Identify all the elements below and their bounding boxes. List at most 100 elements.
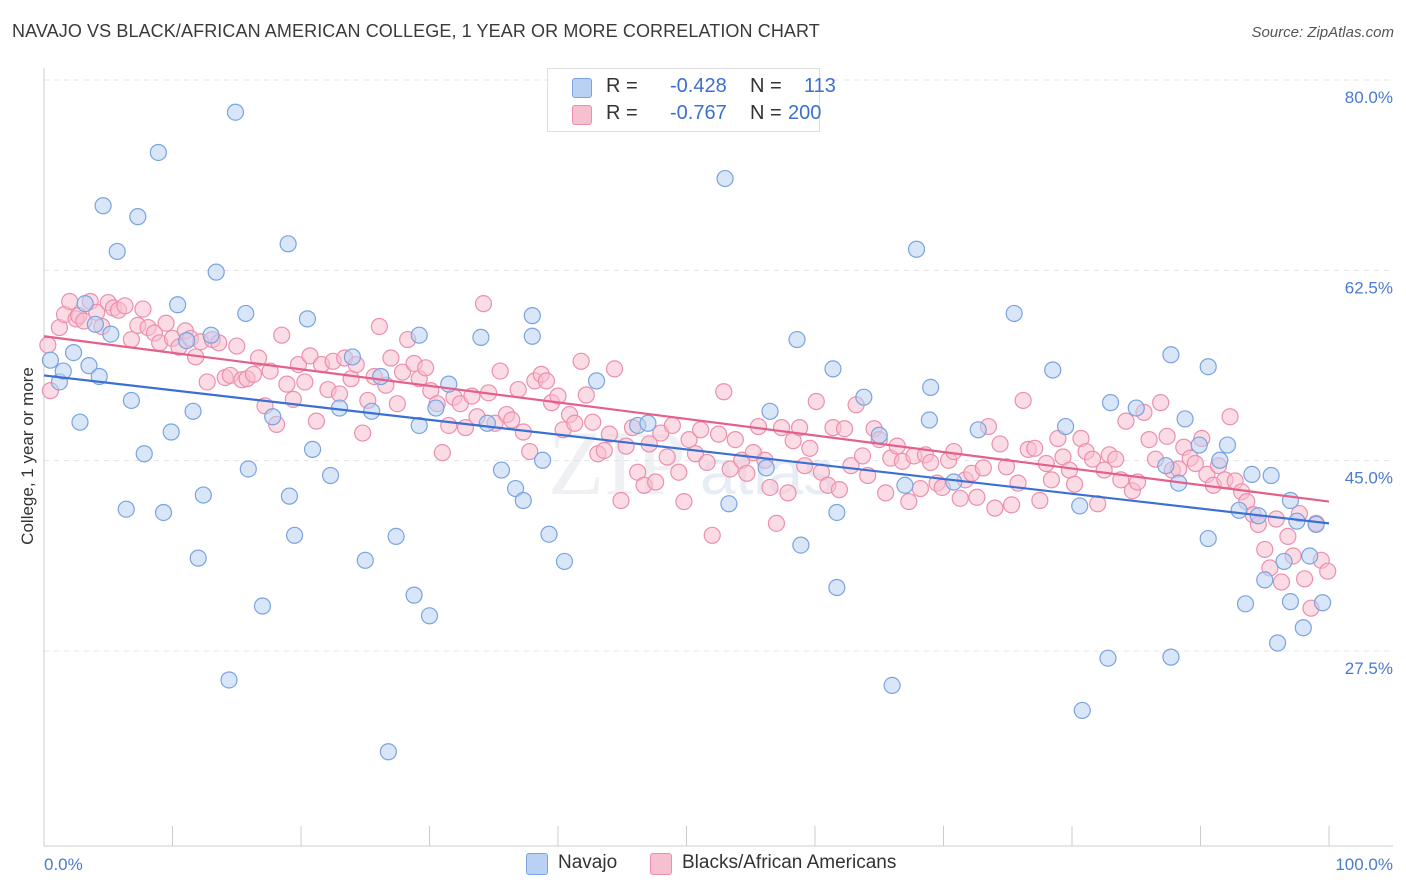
navajo-point — [828, 578, 846, 597]
black-legend-label: Blacks/African Americans — [682, 852, 897, 873]
navajo-point — [169, 296, 187, 314]
navajo-point — [410, 416, 428, 435]
navajo-point — [387, 527, 405, 545]
navajo-point — [71, 413, 89, 431]
y-tick-label: 80.0% — [1345, 88, 1393, 107]
black-point — [1158, 427, 1176, 445]
navajo-point — [920, 411, 938, 429]
navajo-point — [86, 315, 105, 333]
black-point — [1319, 562, 1337, 580]
black-point — [1140, 431, 1158, 449]
y-axis-label: College, 1 year or more — [18, 367, 37, 545]
navajo-point — [472, 328, 490, 346]
navajo-point — [343, 348, 361, 366]
black-point — [658, 448, 676, 466]
navajo-point — [761, 402, 779, 420]
navajo-point — [405, 586, 423, 604]
black-point — [1026, 439, 1044, 457]
navajo-point — [506, 479, 525, 498]
navajo-point — [135, 445, 153, 463]
black-point — [393, 363, 412, 381]
black-point — [1272, 573, 1291, 591]
navajo-point — [720, 495, 738, 513]
navajo-point — [1211, 451, 1229, 469]
series-black-points — [39, 292, 1337, 617]
black-r-value: -0.767 — [670, 102, 727, 124]
navajo-r-value: -0.428 — [670, 75, 727, 97]
navajo-point — [1101, 394, 1120, 412]
axes — [43, 68, 1393, 847]
navajo-point — [220, 671, 238, 689]
black-point — [1256, 540, 1274, 559]
x-tick-label: 100.0% — [1335, 855, 1393, 874]
x-tick-labels: 0.0% 100.0% — [44, 855, 1393, 874]
black-n-label: N = — [750, 102, 782, 124]
black-point — [228, 337, 246, 355]
y-tick-label: 62.5% — [1345, 278, 1393, 297]
y-tick-labels: 80.0% 62.5% 45.0% 27.5% — [1345, 88, 1393, 678]
navajo-point — [1056, 417, 1075, 436]
black-point — [577, 386, 595, 404]
black-point — [675, 492, 693, 511]
navajo-point — [1275, 552, 1293, 571]
navajo-point — [945, 473, 963, 491]
x-tick-label: 0.0% — [44, 855, 83, 874]
trend-lines — [43, 335, 1330, 525]
navajo-point — [372, 367, 390, 386]
black-point — [244, 365, 263, 383]
navajo-point — [239, 460, 257, 478]
navajo-point — [207, 263, 225, 281]
navajo-point — [253, 597, 272, 615]
black-point — [835, 420, 854, 438]
navajo-legend-swatch — [526, 853, 548, 875]
navajo-point — [1243, 465, 1261, 484]
navajo-r-label: R = — [606, 75, 638, 97]
navajo-point — [883, 676, 901, 695]
navajo-point — [420, 607, 439, 625]
navajo-point — [907, 240, 926, 258]
black-point — [790, 419, 809, 437]
black-point — [382, 349, 400, 367]
navajo-point — [1236, 595, 1255, 613]
black-point — [974, 459, 992, 477]
black-point — [830, 481, 849, 499]
black-point — [710, 425, 728, 443]
navajo-point — [80, 357, 98, 375]
legend: R = -0.428 N = 113 R = -0.767 N = 200 — [547, 68, 836, 132]
black-point — [801, 439, 819, 457]
navajo-point — [1157, 457, 1175, 475]
navajo-point — [1199, 358, 1217, 376]
black-point — [388, 395, 406, 413]
black-point — [698, 453, 716, 472]
navajo-point — [129, 208, 147, 226]
navajo-point — [533, 451, 552, 469]
chart-title: NAVAJO VS BLACK/AFRICAN AMERICAN COLLEGE… — [12, 21, 820, 41]
navajo-point — [363, 402, 381, 420]
black-point — [647, 473, 665, 491]
black-point — [726, 431, 744, 449]
black-point — [779, 484, 797, 502]
black-point — [670, 463, 688, 481]
black-point — [738, 464, 756, 482]
navajo-point — [379, 743, 397, 761]
black-point — [761, 478, 779, 497]
navajo-point — [1005, 304, 1023, 323]
navajo-point — [41, 351, 60, 369]
navajo-point — [922, 378, 940, 396]
navajo-point — [162, 423, 180, 441]
gridlines — [44, 79, 1393, 652]
navajo-point — [102, 325, 120, 343]
black-point — [157, 314, 175, 332]
navajo-point — [587, 372, 606, 390]
navajo-point — [237, 304, 255, 323]
navajo-point — [1313, 594, 1332, 612]
black-point — [1003, 496, 1021, 514]
black-point — [296, 373, 314, 391]
black-point — [600, 425, 619, 443]
navajo-point — [410, 326, 428, 344]
black-point — [354, 424, 372, 442]
navajo-point — [1256, 571, 1274, 589]
black-point — [521, 442, 539, 461]
navajo-point — [855, 388, 873, 406]
navajo-point — [184, 402, 202, 420]
